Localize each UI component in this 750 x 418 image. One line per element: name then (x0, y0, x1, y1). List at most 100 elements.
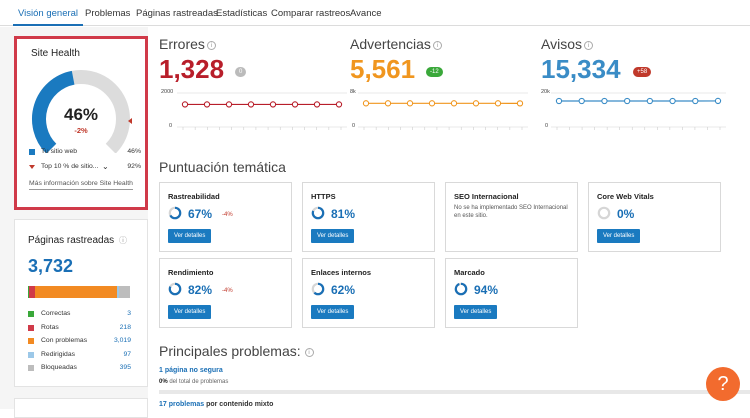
card-score: 67% (188, 207, 212, 221)
legend-swatch (28, 365, 34, 371)
data-point (715, 98, 720, 103)
axis-label-bottom: 0 (352, 123, 355, 129)
tab-vision-general[interactable]: Visión general (13, 0, 83, 26)
top-problems-label: Principales problemas: (159, 343, 301, 359)
thematic-card-performance: Rendimiento 82% -4% Ver detalles (159, 258, 292, 328)
legend-swatch (28, 338, 34, 344)
info-icon[interactable]: i (305, 348, 314, 357)
tab-avance[interactable]: Avance (345, 0, 387, 26)
view-details-button[interactable]: Ver detalles (168, 305, 211, 319)
view-details-button[interactable]: Ver detalles (597, 229, 640, 243)
score-ring-icon (311, 206, 325, 220)
data-point (407, 101, 412, 106)
crawled-pages-row[interactable]: Rotas 218 (28, 324, 131, 333)
help-button[interactable]: ? (706, 367, 740, 401)
info-icon[interactable]: i (584, 41, 593, 50)
problem-link-mixed-content[interactable]: 17 problemas por contenido mixto (159, 401, 273, 408)
card-title: HTTPS (311, 192, 336, 201)
axis-label-top: 2000 (161, 89, 173, 95)
data-point (647, 98, 652, 103)
crawled-pages-total[interactable]: 3,732 (28, 256, 73, 277)
data-point (670, 98, 675, 103)
thematic-card-internal-links: Enlaces internos 62% Ver detalles (302, 258, 435, 328)
data-point (248, 102, 253, 107)
data-point (495, 101, 500, 106)
tab-paginas-rastreadas[interactable]: Páginas rastreadas (131, 0, 223, 26)
tab-problemas[interactable]: Problemas (80, 0, 135, 26)
notices-title: Avisos (541, 36, 582, 52)
legend-swatch (28, 325, 34, 331)
triangle-down-icon (29, 165, 35, 169)
problem-link-insecure-page[interactable]: 1 página no segura (159, 367, 223, 374)
top10-marker-icon (128, 118, 132, 124)
score-ring-icon (311, 282, 325, 296)
warnings-value[interactable]: 5,561 (350, 54, 415, 85)
crawled-pages-row[interactable]: Bloqueadas 395 (28, 364, 131, 373)
bar-segment (119, 286, 130, 298)
view-details-button[interactable]: Ver detalles (311, 305, 354, 319)
card-score: 94% (474, 283, 498, 297)
legend-your-site: Tu sitio web 46% (29, 148, 141, 157)
row-value[interactable]: 3 (127, 310, 131, 317)
card-title: Rendimiento (168, 268, 213, 277)
notices-value[interactable]: 15,334 (541, 54, 621, 85)
errors-value[interactable]: 1,328 (159, 54, 224, 85)
row-label: Bloqueadas (41, 364, 77, 371)
data-point (625, 98, 630, 103)
view-details-button[interactable]: Ver detalles (311, 229, 354, 243)
thematic-title: Puntuación temática (159, 159, 286, 175)
info-icon[interactable]: ⓘ (119, 235, 127, 246)
thematic-card-international-seo: SEO Internacional No se ha implementado … (445, 182, 578, 252)
info-icon[interactable]: i (433, 41, 442, 50)
view-details-button[interactable]: Ver detalles (454, 305, 497, 319)
score-ring-icon (454, 282, 468, 296)
row-value[interactable]: 218 (120, 324, 131, 331)
thematic-card-https: HTTPS 81% Ver detalles (302, 182, 435, 252)
tab-estadisticas[interactable]: Estadísticas (211, 0, 272, 26)
data-point (336, 102, 341, 107)
data-point (226, 102, 231, 107)
axis-label-top: 20k (541, 89, 550, 95)
tab-comparar-rastreos[interactable]: Comparar rastreos (266, 0, 355, 26)
card-title: Marcado (454, 268, 485, 277)
row-label: Rotas (41, 324, 59, 331)
errors-badge: 0 (235, 67, 246, 77)
score-ring-icon (168, 206, 182, 220)
card-score: 62% (331, 283, 355, 297)
row-value[interactable]: 395 (120, 364, 131, 371)
data-point (473, 101, 478, 106)
warnings-sparkline-svg (358, 90, 528, 132)
legend-value: 92% (127, 163, 141, 170)
row-value[interactable]: 97 (123, 351, 131, 358)
card-title: Core Web Vitals (597, 192, 654, 201)
axis-label-bottom: 0 (545, 123, 548, 129)
view-details-button[interactable]: Ver detalles (168, 229, 211, 243)
card-title: Enlaces internos (311, 268, 371, 277)
thematic-card-markup: Marcado 94% Ver detalles (445, 258, 578, 328)
tab-bar: Visión general Problemas Páginas rastrea… (0, 0, 750, 26)
warnings-title: Advertencias (350, 36, 431, 52)
data-point (693, 98, 698, 103)
data-point (451, 101, 456, 106)
score-ring-icon (597, 206, 611, 220)
site-health-info-link[interactable]: Más información sobre Site Health (29, 180, 133, 190)
legend-swatch (29, 149, 35, 155)
legend-top10[interactable]: Top 10 % de sitio... ⌄ 92% (29, 163, 141, 172)
problem-link-text[interactable]: 1 página no segura (159, 367, 223, 374)
chevron-down-icon[interactable]: ⌄ (102, 162, 109, 171)
card-delta: -4% (222, 288, 233, 294)
row-value[interactable]: 3,019 (114, 337, 131, 344)
axis-label-top: 8k (350, 89, 356, 95)
ring-track (599, 208, 609, 218)
problem-link-text[interactable]: 17 problemas (159, 401, 204, 408)
info-icon[interactable]: i (207, 41, 216, 50)
card-delta: -4% (222, 212, 233, 218)
errors-title: Errores (159, 36, 205, 52)
legend-swatch (28, 311, 34, 317)
data-point (363, 101, 368, 106)
